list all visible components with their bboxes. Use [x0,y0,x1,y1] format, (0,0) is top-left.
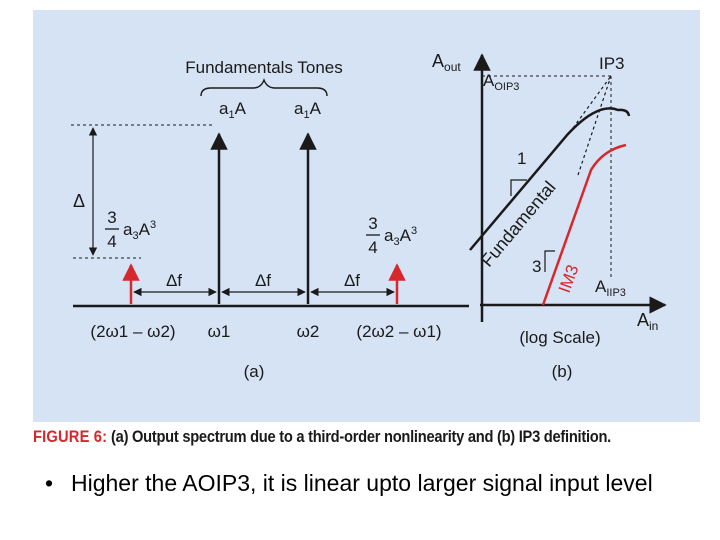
bullet-point: • Higher the AOIP3, it is linear upto la… [45,468,685,498]
tone1-label: a1A [219,99,247,121]
fundamental-curve [469,107,631,251]
im3-right-magnitude: 3 4 a3A3 [366,214,417,257]
figure-diagram: Fundamentals Tones a1A a1A Δ 3 4 a3A3 [71,51,667,381]
im3-curve-label: IM3 [555,262,583,295]
tick-w1: ω1 [208,322,231,341]
bullet-dot: • [45,470,54,496]
figure-caption: FIGURE 6: (a) Output spectrum due to a t… [33,428,627,447]
svg-text:3: 3 [107,208,116,227]
panel-a-spectrum: Fundamentals Tones a1A a1A Δ 3 4 a3A3 [71,58,469,381]
aiip3-label: AIIP3 [595,277,626,299]
tick-2w1-w2: (2ω1 – ω2) [90,322,175,341]
aoip3-label: AOIP3 [483,71,519,93]
df-label-2: Δf [255,271,271,290]
im3-left-magnitude: 3 4 a3A3 [105,208,156,251]
figure-panel: Fundamentals Tones a1A a1A Δ 3 4 a3A3 [33,10,700,422]
fund-slope-triangle [510,179,527,196]
ip3-label: IP3 [599,54,625,73]
im3-slope-label: 3 [532,257,541,276]
svg-text:a3A3: a3A3 [123,219,156,242]
tick-2w2-w1: (2ω2 – ω1) [356,322,441,341]
im3-curve [541,143,627,306]
df-label-1: Δf [166,271,182,290]
fund-slope-label: 1 [517,149,526,168]
fundamentals-brace [200,78,328,97]
svg-text:4: 4 [107,232,116,251]
panel-b-ip3: Aout AOIP3 IP3 1 3 Fundamental IM3 AIIP3… [432,51,667,381]
figure-caption-label: FIGURE 6: [33,428,108,446]
im3-slope-triangle [544,250,555,272]
fundamentals-tones-label: Fundamentals Tones [185,58,343,77]
panel-b-label: (b) [552,362,573,381]
log-scale-label: (log Scale) [519,328,600,347]
df-label-3: Δf [344,271,360,290]
fund-extrapolation [572,75,612,129]
svg-text:4: 4 [368,238,377,257]
tone2-label: a1A [294,99,322,121]
panel-a-label: (a) [244,362,265,381]
svg-text:3: 3 [368,214,377,233]
im3-extrapolation [577,75,612,176]
figure-caption-text: (a) Output spectrum due to a third-order… [111,428,611,446]
ain-label: Ain [637,310,658,333]
aout-label: Aout [432,51,461,74]
tick-w2: ω2 [297,322,320,341]
delta-label: Δ [73,191,85,211]
bullet-text: Higher the AOIP3, it is linear upto larg… [71,470,653,496]
svg-text:a3A3: a3A3 [384,225,417,248]
